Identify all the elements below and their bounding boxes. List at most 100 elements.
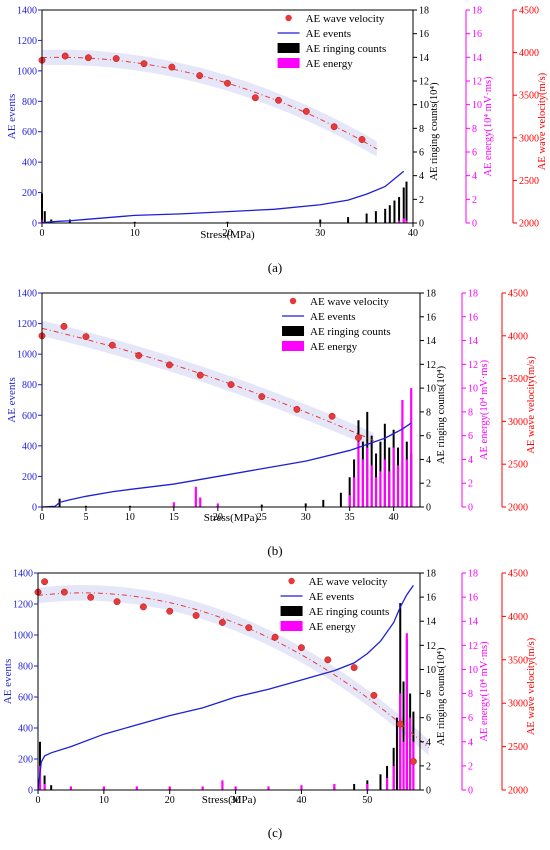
velocity-point: [275, 96, 282, 104]
legend-velocity-marker: [285, 14, 292, 22]
y-energy-tick-label: 2: [468, 761, 473, 772]
x-tick-label: 10: [130, 228, 140, 239]
y-ringing-tick-label: 6: [419, 148, 424, 159]
y-energy-tick-label: 12: [468, 641, 478, 652]
velocity-point: [166, 607, 174, 615]
y-energy-tick-label: 14: [472, 53, 482, 64]
legend-energy-swatch: [280, 621, 303, 631]
y-energy-tick-label: 4: [468, 455, 473, 466]
y-velocity-tick-label: 4000: [508, 612, 528, 623]
y-left-tick-label: 0: [32, 503, 37, 514]
y-ringing-tick-label: 4: [419, 171, 424, 182]
y-energy-tick-label: 10: [468, 665, 478, 676]
velocity-point: [60, 322, 68, 330]
velocity-point: [218, 619, 226, 626]
y-left-tick-label: 800: [18, 662, 33, 673]
y-left-tick-label: 600: [18, 693, 33, 704]
x-tick-label: 20: [165, 795, 175, 806]
velocity-point: [355, 434, 362, 442]
velocity-point: [192, 612, 200, 619]
chart-panel-3: 0 10 20 30 40 50Stress(MPa)020040060080010001…: [2, 569, 537, 841]
velocity-point: [271, 633, 279, 641]
plot-frame: [41, 9, 414, 224]
y-left-axis-label: AE events: [6, 94, 18, 140]
y-energy-tick-label: 18: [468, 289, 478, 300]
y-velocity-tick-label: 3500: [508, 655, 528, 666]
y-velocity-tick-label: 3500: [508, 374, 528, 385]
y-velocity-tick-label: 2500: [519, 176, 539, 187]
velocity-point: [196, 72, 204, 80]
velocity-point: [60, 588, 68, 596]
velocity-point: [224, 79, 231, 87]
y-energy-tick-label: 18: [468, 569, 478, 580]
y-velocity-tick-label: 3500: [519, 91, 539, 102]
velocity-point: [324, 656, 332, 664]
y-left-tick-label: 600: [22, 411, 37, 422]
y-ringing-tick-label: 6: [426, 431, 431, 442]
velocity-point: [370, 691, 378, 699]
events-line: [41, 170, 405, 224]
x-tick-label: 40: [408, 228, 418, 239]
y-energy-tick-label: 4: [468, 737, 473, 748]
panel-label: (c): [268, 825, 282, 840]
velocity-point: [139, 603, 147, 611]
y-ringing-tick-label: 12: [426, 641, 436, 652]
x-tick-label: 0: [40, 228, 45, 239]
y-left-axis-label: AE events: [2, 659, 14, 705]
y-velocity-tick-label: 4500: [508, 289, 528, 300]
y-velocity-tick-label: 4500: [519, 6, 539, 17]
y-velocity-tick-label: 3000: [519, 133, 539, 144]
y-ringing-tick-label: 12: [426, 360, 436, 371]
y-energy-tick-label: 10: [468, 384, 478, 395]
velocity-point: [140, 60, 148, 68]
legend-velocity-marker: [288, 577, 295, 585]
y-ringing-tick-label: 18: [426, 289, 436, 300]
y-ringing-tick-label: 10: [426, 384, 436, 395]
legend-label: AE ringing counts: [306, 43, 387, 55]
velocity-point: [108, 341, 116, 349]
confidence-band: [42, 49, 377, 157]
legend-ringing-swatch: [282, 326, 305, 336]
y-ringing-tick-label: 14: [426, 336, 436, 347]
legend-label: AE energy: [306, 58, 354, 70]
y-energy-tick-label: 16: [468, 312, 478, 323]
velocity-point: [113, 598, 121, 606]
y-ringing-tick-label: 10: [426, 665, 436, 676]
y-energy-tick-label: 12: [472, 77, 482, 88]
y-left-tick-label: 0: [28, 786, 33, 797]
velocity-fit-line: [37, 592, 430, 749]
y-left-tick-label: 0: [32, 219, 37, 230]
legend-label: AE wave velocity: [309, 576, 388, 588]
velocity-fit-line: [41, 56, 378, 150]
legend-label: AE ringing counts: [309, 606, 390, 618]
y-velocity-axis-label: AE wave velocity(m/s): [526, 356, 537, 454]
y-ringing-tick-label: 0: [426, 786, 431, 797]
velocity-point: [396, 720, 404, 728]
y-left-tick-label: 1200: [17, 36, 37, 47]
y-energy-tick-label: 4: [472, 171, 477, 182]
y-left-tick-label: 400: [22, 441, 37, 452]
legend-label: AE events: [309, 591, 355, 603]
y-left-tick-label: 600: [22, 127, 37, 138]
y-ringing-tick-label: 12: [419, 77, 429, 88]
y-ringing-tick-label: 2: [426, 479, 431, 490]
legend-velocity-marker: [289, 297, 297, 305]
velocity-point: [166, 361, 173, 369]
y-ringing-tick-label: 2: [419, 195, 424, 206]
panel-label: (a): [268, 260, 282, 275]
y-ringing-tick-label: 0: [426, 503, 431, 514]
velocity-fit-line: [41, 327, 374, 442]
velocity-point: [251, 94, 259, 102]
legend-label: AE events: [310, 311, 356, 323]
plot-frame: [37, 572, 421, 791]
y-energy-tick-label: 0: [468, 503, 473, 514]
y-ringing-tick-label: 8: [419, 124, 424, 135]
y-ringing-tick-label: 18: [419, 6, 429, 17]
legend-ringing-swatch: [277, 43, 300, 53]
y-ringing-tick-label: 8: [426, 689, 431, 700]
y-energy-tick-label: 6: [468, 713, 473, 724]
y-energy-tick-label: 8: [468, 689, 473, 700]
y-velocity-tick-label: 2000: [508, 786, 528, 797]
x-tick-label: 35: [345, 512, 355, 523]
